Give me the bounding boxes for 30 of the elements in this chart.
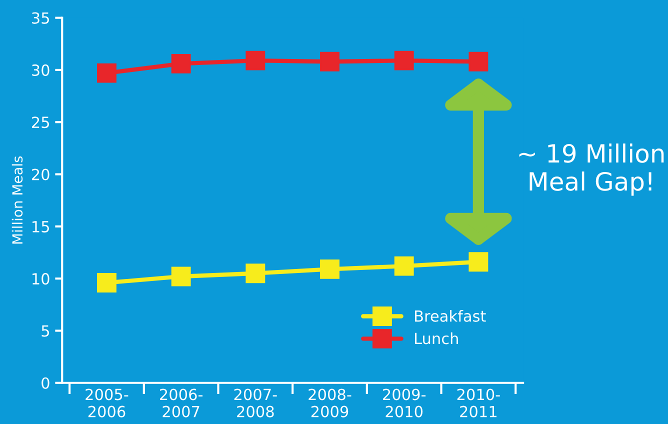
y-tick-label: 10 [32,273,50,285]
point [468,52,488,72]
point [171,54,191,74]
y-tick-label: 15 [32,221,49,232]
point [320,259,340,279]
point [246,264,266,284]
point [246,50,266,70]
x-tick-label: 2006- 2007 [160,388,203,418]
y-tick-label: 25 [32,116,49,128]
point [394,50,414,70]
point [97,63,116,83]
x-tick-label: 2010- 2011 [457,388,500,418]
y-tick-label: 20 [32,168,50,180]
y-tick-label: 5 [42,325,49,337]
point [394,256,414,276]
point [171,266,191,286]
point [97,273,116,292]
y-axis-title: Million Meals [12,156,23,244]
x-tick-label: 2005- 2006 [86,388,128,418]
annotation: ~ 19 Million Meal Gap! [519,144,664,196]
x-tick-label: 2008- 2009 [308,388,352,418]
y-tick-label: 30 [32,64,50,76]
y-tick-label: 35 [32,12,49,24]
legend-label: Lunch [415,332,458,344]
y-tick-label: 0 [42,377,50,389]
x-tick-label: 2007- 2008 [234,388,277,418]
point [468,252,488,272]
x-tick-label: 2009- 2010 [383,388,426,418]
legend-label: Breakfast [415,310,486,322]
point [320,52,340,72]
